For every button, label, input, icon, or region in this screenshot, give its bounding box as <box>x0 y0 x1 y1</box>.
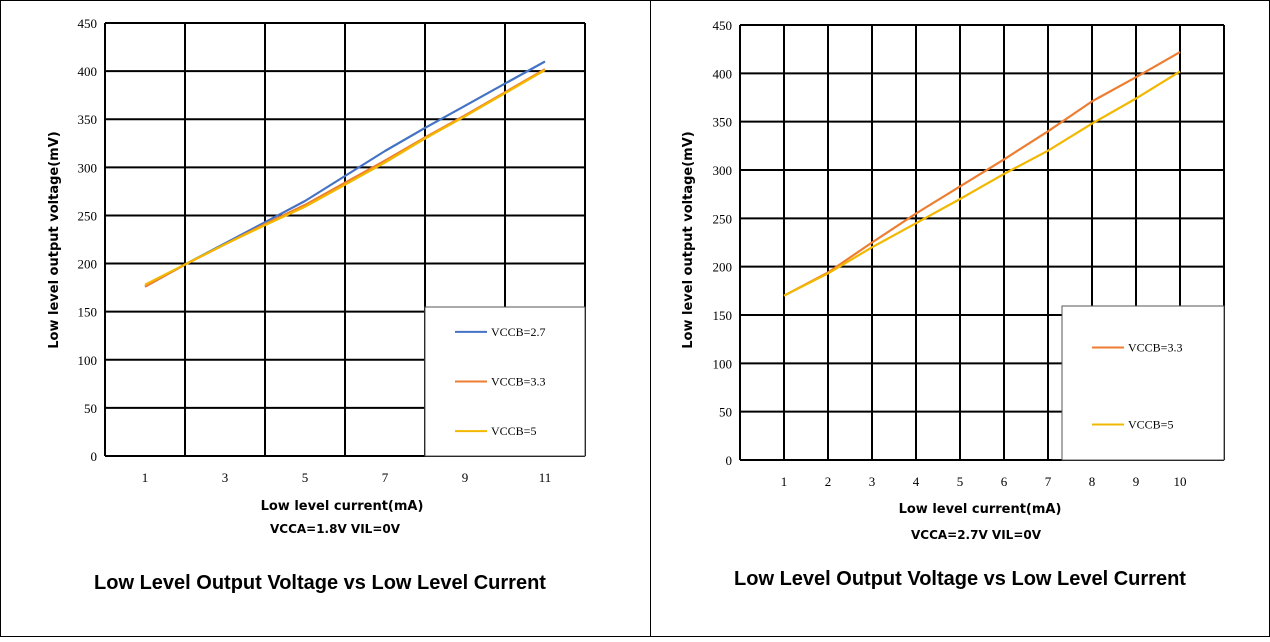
legend-label: VCCB=5 <box>1128 418 1173 432</box>
x-tick-label: 5 <box>302 470 309 485</box>
x-tick-label: 2 <box>825 474 832 489</box>
plot-area-left: 0 50 100 150 200 250 300 350 400 450 1 3 5 7 9 11 VCCB=2… <box>78 16 586 485</box>
y-tick-label: 100 <box>713 356 733 371</box>
condition-label: VCCA=2.7V VIL=0V <box>911 528 1042 542</box>
series-line-VCCB=3.3 <box>783 51 1181 297</box>
chart-caption: Low Level Output Voltage vs Low Level Cu… <box>734 568 1186 590</box>
y-tick-label: 450 <box>713 18 733 33</box>
x-tick-label: 10 <box>1174 474 1187 489</box>
x-tick-label: 3 <box>869 474 876 489</box>
x-tick-label: 1 <box>142 470 149 485</box>
y-tick-label: 50 <box>84 401 97 416</box>
series-line-VCCB=5 <box>144 69 546 286</box>
legend-label: VCCB=3.3 <box>491 375 545 389</box>
legend-box <box>424 306 586 457</box>
legend-label: VCCB=5 <box>491 424 536 438</box>
x-tick-label: 7 <box>1045 474 1052 489</box>
y-tick-label: 250 <box>78 208 98 223</box>
x-tick-label: 7 <box>382 470 389 485</box>
x-tick-label: 11 <box>539 470 552 485</box>
legend-label: VCCB=2.7 <box>491 325 545 339</box>
x-tick-label: 9 <box>1133 474 1140 489</box>
legend-label: VCCB=3.3 <box>1128 341 1182 355</box>
y-tick-label: 200 <box>713 260 733 275</box>
y-tick-label: 0 <box>726 453 733 468</box>
y-tick-label: 400 <box>78 64 98 79</box>
y-tick-label: 250 <box>713 211 733 226</box>
y-tick-label: 350 <box>713 115 733 130</box>
x-tick-label: 3 <box>222 470 229 485</box>
x-tick-label: 4 <box>913 474 920 489</box>
y-axis-label: Low level output voltage(mV) <box>681 131 696 348</box>
y-tick-label: 300 <box>78 160 98 175</box>
x-axis-label: Low level current(mA) <box>261 499 424 514</box>
y-tick-label: 350 <box>78 112 98 127</box>
chart-panel-left: 0 50 100 150 200 250 300 350 400 450 1 3 5 7 9 11 VCCB=2… <box>47 16 586 594</box>
y-tick-label: 150 <box>78 305 98 320</box>
x-tick-label: 5 <box>957 474 964 489</box>
y-tick-label: 0 <box>91 449 98 464</box>
series-line-VCCB=5 <box>783 70 1181 297</box>
chart-right: 0 50 100 150 200 250 300 350 400 450 1 2 3 4 5 6 7 8 9 10 VC… <box>681 18 1225 542</box>
y-tick-label: 50 <box>719 405 732 420</box>
chart-caption: Low Level Output Voltage vs Low Level Cu… <box>94 572 546 594</box>
x-tick-label: 9 <box>462 470 469 485</box>
chart-left: 0 50 100 150 200 250 300 350 400 450 1 3 5 7 9 11 VCCB=2… <box>47 16 586 536</box>
legend-box <box>1061 305 1225 461</box>
y-axis-label: Low level output voltage(mV) <box>47 131 62 348</box>
y-tick-label: 100 <box>78 353 98 368</box>
y-tick-label: 200 <box>78 257 98 272</box>
x-axis-label: Low level current(mA) <box>899 502 1062 517</box>
y-tick-label: 400 <box>713 66 733 81</box>
y-tick-label: 150 <box>713 308 733 323</box>
x-tick-label: 6 <box>1001 474 1008 489</box>
x-tick-label: 8 <box>1089 474 1096 489</box>
y-tick-label: 300 <box>713 163 733 178</box>
plot-area-right: 0 50 100 150 200 250 300 350 400 450 1 2 3 4 5 6 7 8 9 10 VC… <box>713 18 1225 489</box>
chart-panel-right: 0 50 100 150 200 250 300 350 400 450 1 2 3 4 5 6 7 8 9 10 VC… <box>650 0 1270 637</box>
y-tick-label: 450 <box>78 16 98 31</box>
condition-label: VCCA=1.8V VIL=0V <box>270 522 401 536</box>
x-tick-label: 1 <box>781 474 788 489</box>
